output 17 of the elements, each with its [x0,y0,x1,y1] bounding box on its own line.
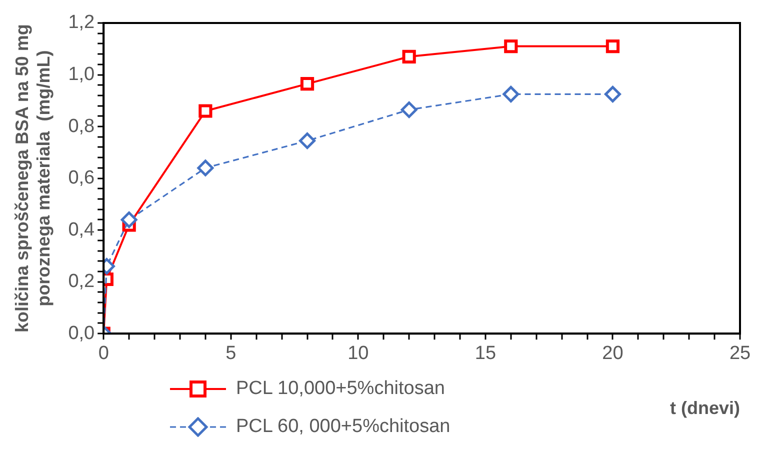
y-tick-label: 0,2 [68,271,95,292]
y-axis-title: količina sproščenega BSA na 50 mg poroznega materiala (mg/mL) [12,24,54,333]
y-tick-label: 0,6 [68,168,95,189]
legend-label: PCL 10,000+5%chitosan [236,378,445,400]
x-tick-label: 10 [348,343,369,364]
y-tick-label: 0,4 [68,219,96,240]
y-tick-label: 1,2 [68,12,95,34]
legend-label: PCL 60, 000+5%chitosan [236,416,450,438]
y-tick-label: 0,8 [68,116,95,137]
y-tick-label: 0,0 [68,322,95,344]
x-tick-label: 15 [474,343,496,364]
x-axis-title: t (dnevi) [670,398,740,418]
y-tick-label: 1,0 [68,64,95,85]
x-tick-label: 25 [729,343,751,364]
x-tick-label: 5 [226,343,236,364]
x-tick-label: 0 [98,343,109,364]
x-tick-label: 20 [602,343,624,364]
